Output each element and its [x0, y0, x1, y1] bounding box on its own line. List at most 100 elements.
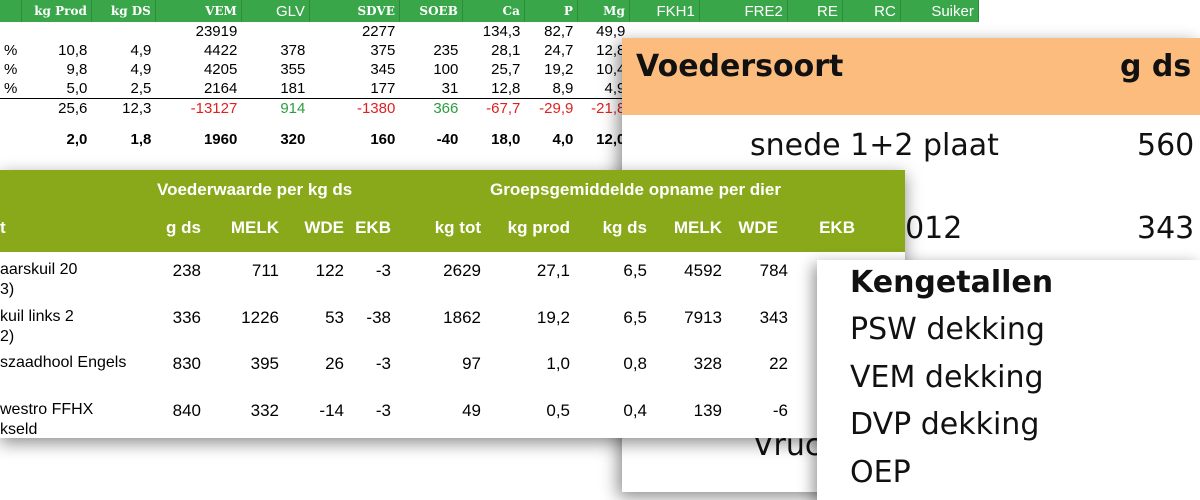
sheet-cell: 1,8 — [130, 131, 152, 148]
feed-cell: 4592 — [684, 261, 722, 280]
sheet-cell: 4,9 — [130, 61, 152, 78]
sheet-cell: 12,8 — [596, 42, 626, 59]
sheet-cell: 23919 — [195, 23, 238, 40]
column-header-ekb: EKB — [355, 218, 391, 237]
sheet-cell: 10,4 — [596, 61, 626, 78]
sheet-cell — [21, 22, 91, 41]
sheet-cell: 8,9 — [552, 80, 574, 97]
kengetal-item: DVP dekking — [850, 407, 1040, 442]
sheet-header-cell: VEM — [155, 0, 242, 22]
sheet-cell: 5,0 — [66, 80, 88, 97]
feed-name-sub: kseld — [0, 421, 38, 438]
feed-cell: 49 — [462, 401, 481, 420]
sheet-cell: % — [4, 42, 18, 59]
feed-cell: -6 — [772, 401, 788, 420]
feed-cell: 26 — [325, 354, 344, 373]
feed-cell: -3 — [375, 354, 391, 373]
column-header-kg-prod: kg prod — [507, 218, 570, 237]
feed-cell: 19,2 — [536, 308, 570, 327]
feed-cell: -14 — [319, 401, 344, 420]
sheet-cell: 31 — [441, 80, 459, 97]
sheet-cell: 12,0 — [596, 131, 626, 148]
sheet-norm-row: 2,0 1,8 1960 320 160 -40 18,0 4,0 12,0 — [0, 130, 978, 149]
column-header-melk-2: MELK — [673, 218, 722, 237]
group-title-voederwaarde: Voederwaarde per kg ds — [157, 180, 353, 199]
feed-cell: 238 — [172, 261, 201, 280]
sheet-header-cell: kg DS — [91, 0, 156, 22]
sheet-cell: 4,0 — [552, 131, 574, 148]
sheet-cell: -1380 — [309, 98, 400, 118]
voedersoort-header — [622, 38, 1200, 115]
sheet-header-cell: Mg — [577, 0, 630, 22]
sheet-cell: 4205 — [203, 61, 238, 78]
sheet-cell: 19,2 — [544, 61, 574, 78]
sheet-cell: % — [4, 61, 18, 78]
group-title-opname: Groepsgemiddelde opname per dier — [490, 180, 781, 199]
sheet-cell: 49,9 — [596, 23, 626, 40]
feed-name: szaadhool Engels — [0, 354, 127, 371]
sheet-row: 23919 2277 134,3 82,7 49,9 — [0, 22, 978, 41]
kengetal-item: OEP — [850, 455, 911, 490]
sheet-header-cell: FKH1 — [629, 0, 700, 22]
feed-cell: 2629 — [443, 261, 481, 280]
sheet-cell — [241, 22, 309, 41]
column-header-wde-2: WDE — [738, 218, 778, 237]
sheet-cell — [0, 22, 21, 41]
sheet-cell: 9,8 — [66, 61, 88, 78]
feed-cell: -3 — [375, 261, 391, 280]
feed-cell: 830 — [172, 354, 201, 373]
sheet-cell: 181 — [280, 80, 306, 97]
kengetallen-panel: Kengetallen PSW dekking VEM dekking DVP … — [817, 260, 1200, 500]
sheet-header-cell: SOEB — [399, 0, 463, 22]
feed-cell: 6,5 — [623, 308, 647, 327]
sheet-cell: 25,7 — [491, 61, 521, 78]
feed-cell: 0,4 — [623, 401, 647, 420]
feed-cell: -3 — [375, 401, 391, 420]
sheet-cell: 1960 — [203, 131, 238, 148]
feed-cell: 139 — [693, 401, 722, 420]
sheet-cell: 4,9 — [130, 42, 152, 59]
feed-name-sub: 3) — [0, 281, 15, 298]
feed-cell: 395 — [250, 354, 279, 373]
feed-name: kuil links 2 — [0, 308, 74, 325]
feed-cell: 0,8 — [623, 354, 647, 373]
sheet-cell: 2,5 — [130, 80, 152, 97]
sheet-header-cell: RC — [842, 0, 901, 22]
sheet-cell — [0, 130, 21, 149]
sheet-cell: 12,3 — [91, 98, 156, 118]
voedersoort-row-value: 560 — [1137, 128, 1195, 163]
column-header-ekb-2: EKB — [819, 218, 855, 237]
sheet-cell: 345 — [370, 61, 396, 78]
sheet-cell: % — [4, 80, 18, 97]
sheet-cell: 24,7 — [544, 42, 574, 59]
sheet-cell: 10,8 — [58, 42, 88, 59]
feed-name: westro FFHX — [0, 401, 94, 418]
sheet-cell: 12,8 — [491, 80, 521, 97]
sheet-cell: 25,6 — [21, 98, 92, 118]
voedersoort-row-value: 343 — [1137, 211, 1195, 246]
sheet-cell: 235 — [433, 42, 459, 59]
feed-cell: -38 — [366, 308, 391, 327]
sheet-cell — [0, 98, 22, 118]
feed-cell: 0,5 — [546, 401, 570, 420]
feed-cell: 1862 — [443, 308, 481, 327]
sheet-header-cell: SDVE — [309, 0, 400, 22]
sheet-row: % 9,8 4,9 4205 355 345 100 25,7 19,2 10,… — [0, 60, 978, 79]
sheet-cell: 4,9 — [604, 80, 626, 97]
voedersoort-gds-header: g ds — [1120, 49, 1192, 84]
feed-cell: 332 — [250, 401, 279, 420]
feed-cell: 328 — [693, 354, 722, 373]
feed-cell: 1226 — [241, 308, 279, 327]
feed-cell: 97 — [462, 354, 481, 373]
sheet-cell: 4422 — [203, 42, 238, 59]
sheet-header-cell: kg Prod — [21, 0, 92, 22]
feed-cell: 840 — [172, 401, 201, 420]
sheet-cell: -13127 — [155, 98, 242, 118]
sheet-cell: -29,9 — [524, 98, 578, 118]
sheet-header-row: kg Prod kg DS VEM GLV SDVE SOEB Ca P Mg … — [0, 0, 979, 22]
sheet-cell: 28,1 — [491, 42, 521, 59]
feed-cell: 711 — [251, 261, 279, 280]
column-header-melk: MELK — [230, 218, 279, 237]
sheet-cell: -67,7 — [462, 98, 525, 118]
column-header-wde: WDE — [304, 218, 344, 237]
